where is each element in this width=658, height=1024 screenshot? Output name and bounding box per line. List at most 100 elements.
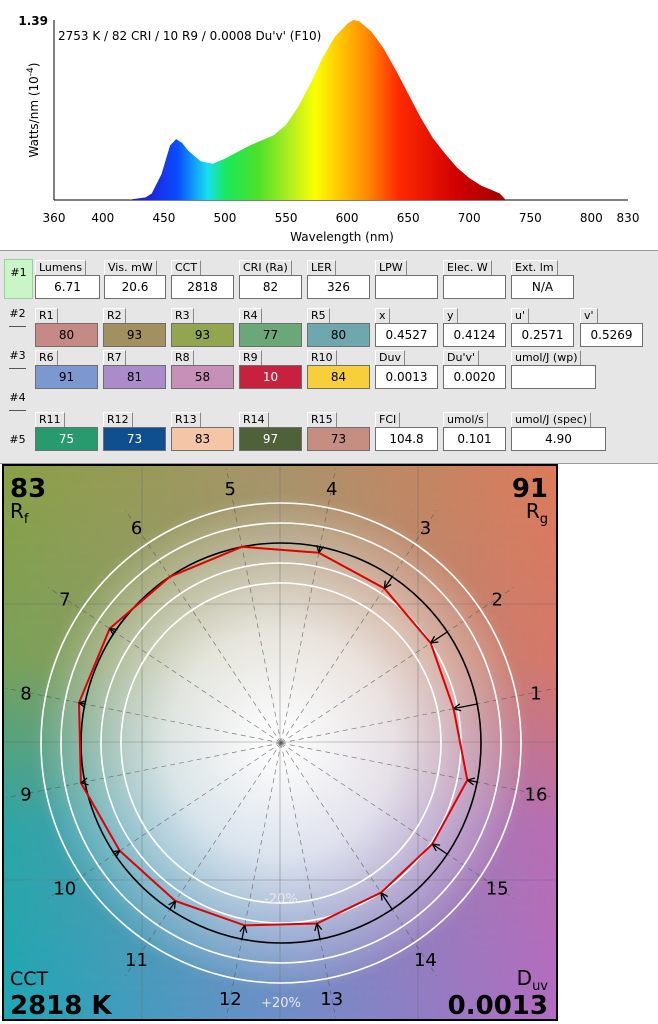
rf-value: 83: [10, 474, 46, 504]
y-label: y: [443, 308, 458, 323]
x-tick-label: 450: [152, 211, 175, 225]
row-tab-5[interactable]: #5: [4, 433, 31, 455]
x-tick-label: 800: [580, 211, 603, 225]
duv-label: Duv: [375, 350, 405, 365]
spectrum-area: [78, 20, 506, 200]
cct-big-value: 2818 K: [10, 991, 112, 1019]
umolj-wp-value: [511, 365, 596, 389]
r5-label: R5: [307, 308, 330, 323]
lumens-label: Lumens: [35, 260, 87, 275]
row-tab-5-label: #5: [9, 433, 26, 446]
r10-value: 84: [307, 365, 370, 389]
hue-label: 9: [20, 785, 31, 806]
shift-arrow: [78, 700, 87, 709]
hue-label: 6: [131, 518, 142, 539]
r4-label: R4: [239, 308, 262, 323]
r15-value: 73: [307, 427, 370, 451]
fci-value: 104.8: [375, 427, 438, 451]
row-tab-2[interactable]: #2: [4, 307, 31, 329]
rg-value: 91: [512, 474, 548, 504]
x-axis-label: Wavelength (nm): [290, 230, 394, 244]
row-tab-1[interactable]: #1: [4, 259, 33, 299]
r4-value: 77: [239, 323, 302, 347]
ext-lm-label: Ext. lm: [511, 260, 558, 275]
shift-arrow: [431, 843, 448, 855]
hue-spoke: [280, 742, 437, 977]
row-tab-1-label: #1: [10, 266, 27, 279]
cri-value: 82: [239, 275, 302, 299]
r6-label: R6: [35, 350, 58, 365]
hue-spoke: [47, 742, 282, 899]
color-vector-graphic: 1 2 3 4 5 6 7 8 9 10 11 12 13 14 15 16 -20% +20% 83 Rf …: [2, 464, 558, 1021]
r13-label: R13: [171, 412, 201, 427]
reference-ring: [40, 502, 522, 984]
r1-label: R1: [35, 308, 58, 323]
x-tick-label: 400: [91, 211, 114, 225]
r3-value: 93: [171, 323, 234, 347]
shift-arrow: [383, 576, 393, 589]
hue-spoke: [226, 468, 282, 744]
reference-ring: [60, 522, 502, 964]
metrics-panel: #1 #2 #3 #4 #5 Lumens 6.71 Vis. mW 20.6 CC…: [0, 250, 658, 464]
r7-label: R7: [103, 350, 126, 365]
x-value: 0.4527: [375, 323, 438, 347]
x-label: x: [375, 308, 390, 323]
shift-arrow: [453, 703, 478, 712]
hue-label: 10: [53, 878, 76, 899]
shift-arrow: [380, 892, 393, 910]
hue-label: 11: [125, 950, 148, 971]
hue-spoke: [280, 742, 515, 899]
r9-value: 10: [239, 365, 302, 389]
r13-value: 83: [171, 427, 234, 451]
hue-label: 3: [420, 518, 431, 539]
x-tick-label: 500: [214, 211, 237, 225]
r12-value: 73: [103, 427, 166, 451]
cvg-shift-arrows: [78, 545, 478, 940]
cct-label: CCT: [171, 260, 202, 275]
r2-value: 93: [103, 323, 166, 347]
hue-label: 15: [486, 878, 509, 899]
r7-value: 81: [103, 365, 166, 389]
duv-value: 0.0013: [375, 365, 438, 389]
r15-label: R15: [307, 412, 337, 427]
cvg-outer-label: +20%: [261, 996, 301, 1011]
lpw-value: [375, 275, 438, 299]
hue-label: 4: [326, 479, 337, 500]
hue-label: 13: [320, 989, 343, 1010]
u-label: u': [511, 308, 529, 323]
hue-label: 7: [59, 590, 70, 611]
spectrum-chart: 2753 K / 82 CRI / 10 R9 / 0.0008 Du'v' (…: [18, 14, 639, 244]
hue-label: 14: [414, 950, 437, 971]
row-tab-4[interactable]: #4: [4, 391, 31, 413]
cvg-inner-label: -20%: [264, 892, 298, 907]
umolj-spec-value: 4.90: [511, 427, 606, 451]
row-tab-3[interactable]: #3: [4, 349, 31, 371]
hue-spoke: [280, 468, 336, 744]
ler-value: 326: [307, 275, 370, 299]
r12-label: R12: [103, 412, 133, 427]
shift-arrow: [111, 850, 121, 858]
vis-mw-value: 20.6: [104, 275, 166, 299]
umols-value: 0.101: [443, 427, 506, 451]
r14-label: R14: [239, 412, 269, 427]
r6-value: 91: [35, 365, 98, 389]
lumens-value: 6.71: [35, 275, 100, 299]
hue-spoke: [6, 742, 282, 798]
x-tick-label: 750: [519, 211, 542, 225]
cvg-reference-circle: [80, 542, 482, 944]
duv2-value: 0.0020: [443, 365, 506, 389]
vis-mw-label: Vis. mW: [104, 260, 157, 275]
elec-w-value: [443, 275, 506, 299]
r10-label: R10: [307, 350, 337, 365]
hue-spoke: [280, 742, 556, 798]
hue-label: 5: [225, 479, 236, 500]
hue-label: 8: [20, 683, 31, 704]
y-value: 0.4124: [443, 323, 506, 347]
hue-spoke: [280, 688, 556, 744]
r1-value: 80: [35, 323, 98, 347]
x-tick-label: 600: [336, 211, 359, 225]
hue-spoke: [226, 742, 282, 1018]
x-tick-label: 550: [275, 211, 298, 225]
hue-label: 16: [525, 785, 548, 806]
